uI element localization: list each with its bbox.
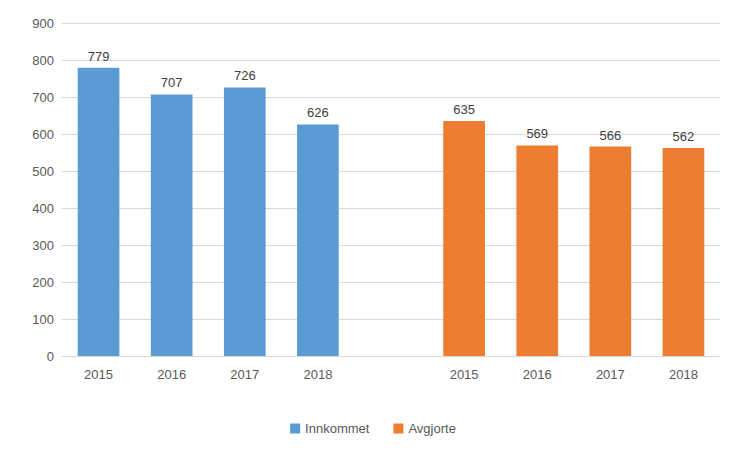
svg-text:Innkommet: Innkommet bbox=[305, 421, 370, 436]
svg-text:500: 500 bbox=[32, 164, 54, 179]
svg-text:2017: 2017 bbox=[596, 367, 625, 382]
svg-text:566: 566 bbox=[599, 128, 621, 143]
svg-text:900: 900 bbox=[32, 16, 54, 31]
svg-text:635: 635 bbox=[453, 102, 475, 117]
svg-text:2016: 2016 bbox=[523, 367, 552, 382]
svg-text:2015: 2015 bbox=[84, 367, 113, 382]
svg-text:562: 562 bbox=[673, 129, 695, 144]
svg-text:707: 707 bbox=[161, 75, 183, 90]
svg-text:700: 700 bbox=[32, 90, 54, 105]
svg-text:600: 600 bbox=[32, 127, 54, 142]
svg-text:200: 200 bbox=[32, 275, 54, 290]
svg-text:2015: 2015 bbox=[450, 367, 479, 382]
svg-text:100: 100 bbox=[32, 312, 54, 327]
svg-text:2017: 2017 bbox=[230, 367, 259, 382]
svg-text:726: 726 bbox=[234, 68, 256, 83]
svg-text:0: 0 bbox=[47, 349, 54, 364]
svg-text:800: 800 bbox=[32, 53, 54, 68]
svg-text:779: 779 bbox=[88, 49, 110, 64]
svg-text:2018: 2018 bbox=[303, 367, 332, 382]
svg-text:Avgjorte: Avgjorte bbox=[408, 421, 455, 436]
svg-text:2018: 2018 bbox=[669, 367, 698, 382]
svg-text:300: 300 bbox=[32, 238, 54, 253]
svg-text:2016: 2016 bbox=[157, 367, 186, 382]
svg-text:569: 569 bbox=[526, 126, 548, 141]
svg-text:626: 626 bbox=[307, 105, 329, 120]
svg-text:400: 400 bbox=[32, 201, 54, 216]
